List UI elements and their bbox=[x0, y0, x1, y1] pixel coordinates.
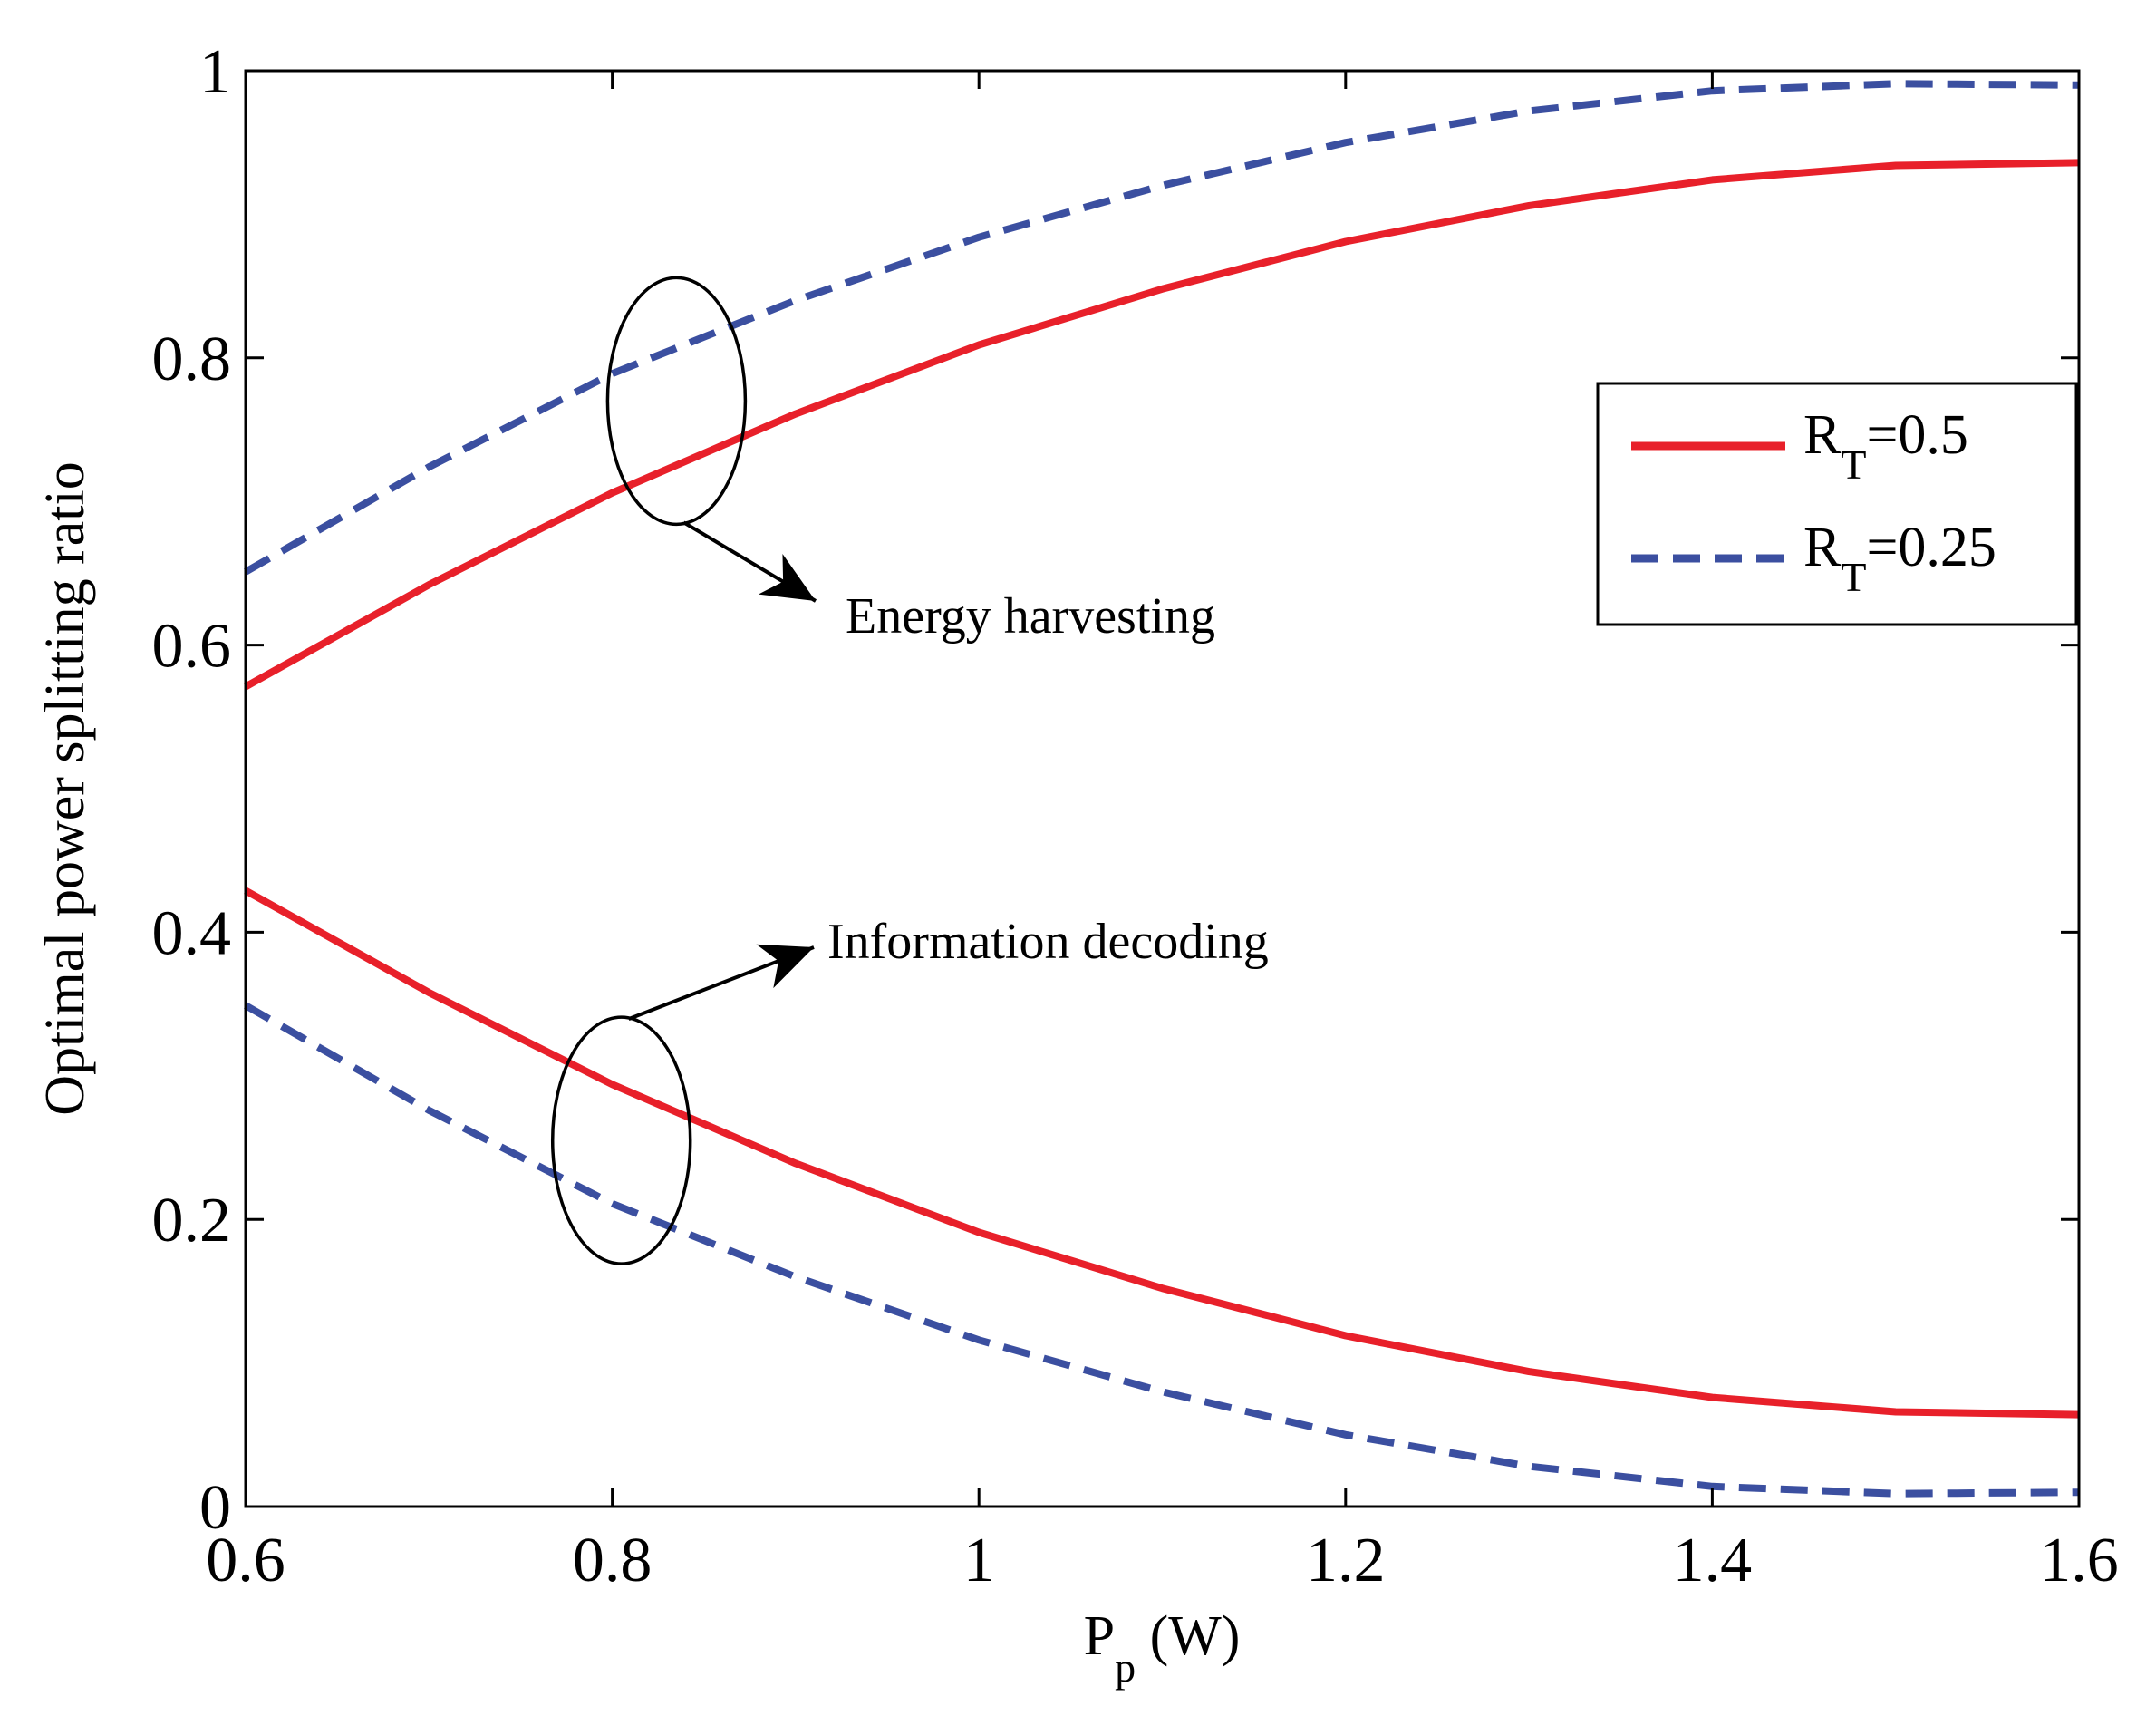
legend-label-r05-value: =0.5 bbox=[1866, 404, 1967, 466]
x-axis-title-sub: p bbox=[1115, 1644, 1136, 1691]
x-axis-title: Pp (W) bbox=[1084, 1605, 1241, 1691]
y-tick-label-4: 0.8 bbox=[152, 325, 232, 394]
legend-label-r025: RT=0.25 bbox=[1803, 517, 1996, 600]
energy-harvesting-arrow-head bbox=[758, 553, 816, 601]
energy-harvesting-ellipse bbox=[605, 276, 748, 527]
energy-harvesting-label: Energy harvesting bbox=[846, 588, 1215, 645]
x-tick-label-2: 1 bbox=[963, 1526, 995, 1595]
y-axis-title: Optimal power splitting ratio bbox=[34, 461, 96, 1116]
series-line-information-decoding-rt-0-25 bbox=[244, 1002, 2080, 1498]
tick-layer: 0.6 0.8 1 1.2 1.4 1.6 0 0.2 0.4 0.6 0.8 1 bbox=[152, 37, 2119, 1595]
series-line-energy-harvesting-rt-0-5 bbox=[244, 159, 2080, 690]
legend: RT=0.5 RT=0.25 bbox=[1596, 382, 2078, 626]
x-axis-title-main: P bbox=[1084, 1605, 1115, 1667]
x-tick-label-0: 0.6 bbox=[206, 1526, 285, 1595]
legend-label-r05-sub: T bbox=[1841, 441, 1866, 488]
y-tick-label-0: 0 bbox=[199, 1473, 231, 1543]
series-line-energy-harvesting-rt-0-25 bbox=[244, 80, 2080, 576]
y-tick-label-2: 0.4 bbox=[152, 898, 232, 968]
legend-label-r05: RT=0.5 bbox=[1803, 404, 1968, 488]
series-layer bbox=[244, 80, 2080, 1498]
legend-label-r025-value: =0.25 bbox=[1866, 517, 1996, 578]
legend-label-r025-main: R bbox=[1803, 517, 1842, 578]
legend-label-r025-sub: T bbox=[1841, 554, 1866, 600]
x-tick-label-3: 1.2 bbox=[1306, 1526, 1386, 1595]
plot-frame bbox=[244, 69, 2081, 1508]
x-tick-label-5: 1.6 bbox=[2039, 1526, 2119, 1595]
y-tick-label-1: 0.2 bbox=[152, 1186, 232, 1255]
x-axis-title-unit: (W) bbox=[1136, 1605, 1240, 1667]
series-line-information-decoding-rt-0-5 bbox=[244, 887, 2080, 1419]
y-tick-label-3: 0.6 bbox=[152, 612, 232, 682]
annotation-layer: Energy harvesting Information decoding bbox=[550, 276, 1269, 1265]
x-tick-label-1: 0.8 bbox=[573, 1526, 653, 1595]
x-tick-label-4: 1.4 bbox=[1673, 1526, 1753, 1595]
legend-box bbox=[1596, 382, 2078, 626]
legend-label-r05-main: R bbox=[1803, 404, 1842, 466]
information-decoding-arrow-head bbox=[756, 944, 814, 989]
y-tick-label-5: 1 bbox=[199, 37, 231, 107]
information-decoding-label: Information decoding bbox=[827, 914, 1269, 970]
information-decoding-ellipse bbox=[550, 1015, 692, 1265]
